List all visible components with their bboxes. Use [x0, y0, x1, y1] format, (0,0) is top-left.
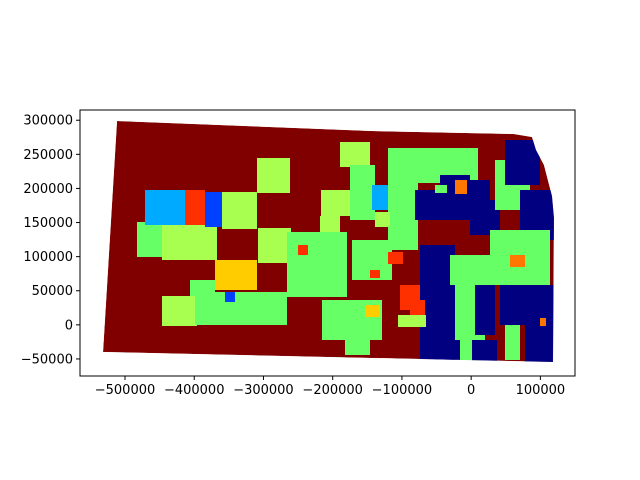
y-tick-label: 0 [65, 318, 73, 333]
county-region-24 [375, 212, 390, 227]
x-tick-label: 0 [467, 383, 475, 398]
county-region-2 [162, 225, 217, 260]
county-region-11 [162, 296, 197, 326]
county-region-51 [298, 245, 308, 255]
county-region-22 [388, 180, 418, 250]
county-region-46 [525, 285, 554, 362]
county-region-6 [222, 192, 257, 229]
x-tick-label: −100000 [372, 383, 433, 398]
county-region-12 [195, 292, 287, 325]
county-region-42 [450, 255, 490, 285]
county-region-41 [365, 305, 380, 317]
x-axis: −500000 −400000 −300000 −200000 −100000 0 1000… [95, 376, 565, 398]
x-tick-label: −500000 [95, 383, 156, 398]
county-region-27 [415, 190, 455, 220]
y-tick-label: 50000 [32, 284, 73, 299]
county-region-44 [475, 285, 495, 335]
county-region-30 [468, 180, 490, 205]
county-region-33 [505, 140, 540, 185]
county-region-39 [400, 285, 420, 310]
county-region-9 [215, 260, 257, 290]
county-region-53 [225, 292, 235, 302]
y-tick-label: 300000 [23, 114, 73, 129]
county-regions [103, 121, 554, 362]
county-region-54 [540, 318, 546, 326]
county-region-16 [340, 142, 370, 167]
y-tick-label: 150000 [23, 216, 73, 231]
x-tick-label: −400000 [164, 383, 225, 398]
county-region-29 [455, 180, 467, 194]
state-outline [102, 120, 555, 363]
county-region-8 [258, 228, 291, 263]
county-region-50 [455, 300, 470, 330]
county-region-14 [320, 216, 340, 232]
y-axis: −50000 0 50000 100000 150000 200000 250000 3000… [21, 114, 80, 367]
county-region-45 [500, 285, 525, 325]
county-region-7 [257, 158, 290, 193]
map-plot-area [102, 120, 555, 363]
x-tick-label: −300000 [233, 383, 294, 398]
county-region-17 [350, 165, 375, 220]
y-tick-label: 100000 [23, 250, 73, 265]
y-tick-label: 250000 [23, 148, 73, 163]
county-region-49 [435, 340, 460, 362]
x-tick-label: 100000 [516, 383, 566, 398]
county-region-40 [398, 315, 426, 327]
county-region-55 [370, 270, 380, 278]
y-tick-label: −50000 [21, 352, 73, 367]
x-tick-label: −200000 [302, 383, 363, 398]
county-region-5 [205, 192, 225, 227]
county-region-25 [420, 155, 455, 175]
county-region-48 [472, 340, 497, 362]
county-region-28 [435, 185, 447, 193]
y-tick-label: 200000 [23, 182, 73, 197]
county-region-47 [505, 325, 520, 360]
county-region-23 [372, 185, 388, 210]
county-region-4 [185, 190, 205, 225]
county-region-36 [510, 255, 525, 267]
county-region-52 [388, 252, 403, 264]
county-region-3 [145, 190, 185, 225]
county-region-20 [345, 320, 370, 355]
axes-frame [79, 109, 576, 377]
county-region-13 [287, 232, 347, 297]
